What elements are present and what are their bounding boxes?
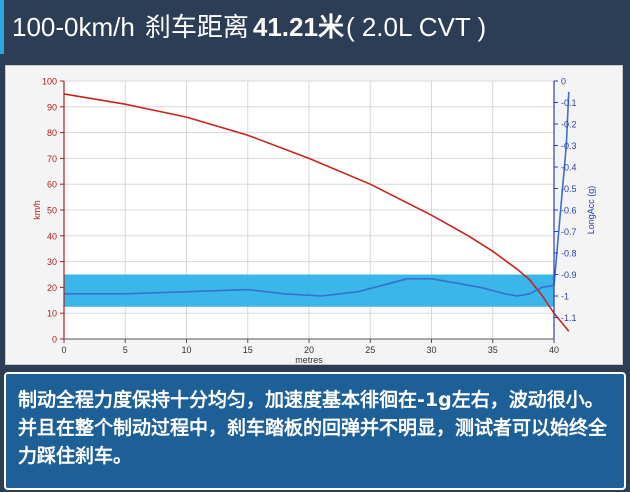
right-tick-label: -1 [561,292,569,302]
title-label: 刹车距离 [144,13,249,43]
x-tick-label: 20 [304,345,314,355]
right-tick-label: -0.7 [561,227,577,237]
highlight-band [64,274,554,307]
chart-panel: 0 10 20 30 40 50 60 70 80 90 100 0 -0.1 -0.2 -0.3 -0.4-… [5,65,623,365]
right-tick-label: -0.4 [561,163,577,173]
left-tick-label: 0 [52,335,57,345]
left-tick-label: 80 [47,128,57,138]
page-title: 100-0km/h 刹车距离 41.21 米 ( 2.0L CVT ) [12,6,486,48]
x-tick-label: 25 [365,345,375,355]
right-tick-label: -0.8 [561,249,577,259]
title-speed-range: 100-0km/h [12,12,135,42]
right-tick-label: -0.9 [561,270,577,280]
x-axis-title: metres [295,355,323,364]
x-tick-label: 15 [243,345,253,355]
x-tick-label: 30 [426,345,436,355]
right-tick-label: -0.2 [561,120,577,130]
right-tick-label: 0 [561,77,566,87]
left-tick-label: 70 [47,154,57,164]
right-tick-label: -0.5 [561,184,577,194]
title-distance-value: 41.21 [252,12,318,42]
left-tick-label: 40 [47,231,57,241]
x-tick-label: 5 [123,345,128,355]
caption-text: 制动全程力度保持十分均匀，加速度基本徘徊在-1g左右，波动很小。并且在整个制动过… [18,389,608,467]
right-axis-title: LongAcc (g) [586,186,596,235]
left-tick-label: 100 [42,77,57,87]
left-tick-label: 50 [47,206,57,216]
title-distance-unit: 米 [317,13,344,43]
x-tick-label: 40 [549,345,559,355]
header: 100-0km/h 刹车距离 41.21 米 ( 2.0L CVT ) [0,0,630,54]
speed-series-line [63,93,570,332]
acceleration-series-line [64,91,570,297]
left-tick-label: 10 [47,309,57,319]
right-tick-label: -0.6 [561,206,577,216]
x-tick-label: 35 [488,345,498,355]
x-tick-label: 0 [61,345,66,355]
right-tick-label: -0.1 [561,98,577,108]
left-tick-label: 20 [47,283,57,293]
caption-box: 制动全程力度保持十分均匀，加速度基本徘徊在-1g左右，波动很小。并且在整个制动过… [4,372,626,490]
left-axis-title: km/h [32,200,42,220]
header-accent [0,0,4,54]
title-spec: ( 2.0L CVT ) [345,12,487,42]
right-tick-label: -1.1 [561,313,577,323]
left-tick-label: 30 [47,257,57,267]
left-tick-label: 60 [47,180,57,190]
x-tick-label: 10 [181,345,191,355]
right-tick-label: -0.3 [561,141,577,151]
left-tick-label: 90 [47,102,57,112]
